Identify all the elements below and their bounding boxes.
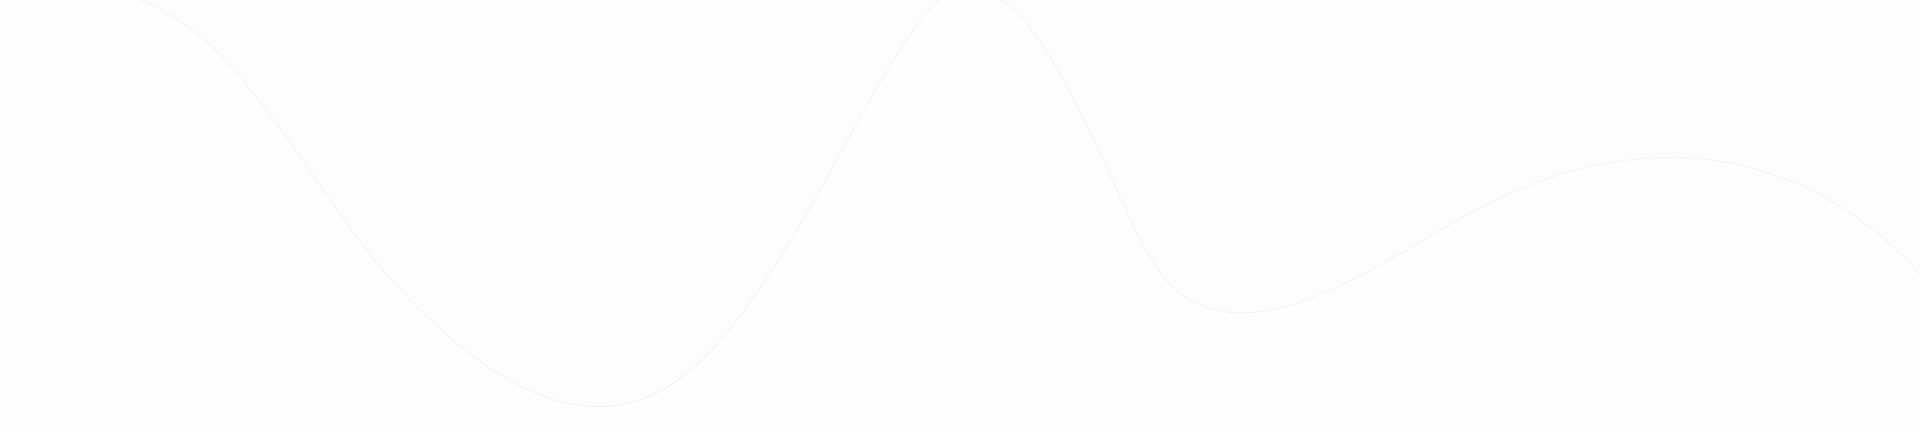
wave-fill bbox=[0, 0, 1920, 407]
